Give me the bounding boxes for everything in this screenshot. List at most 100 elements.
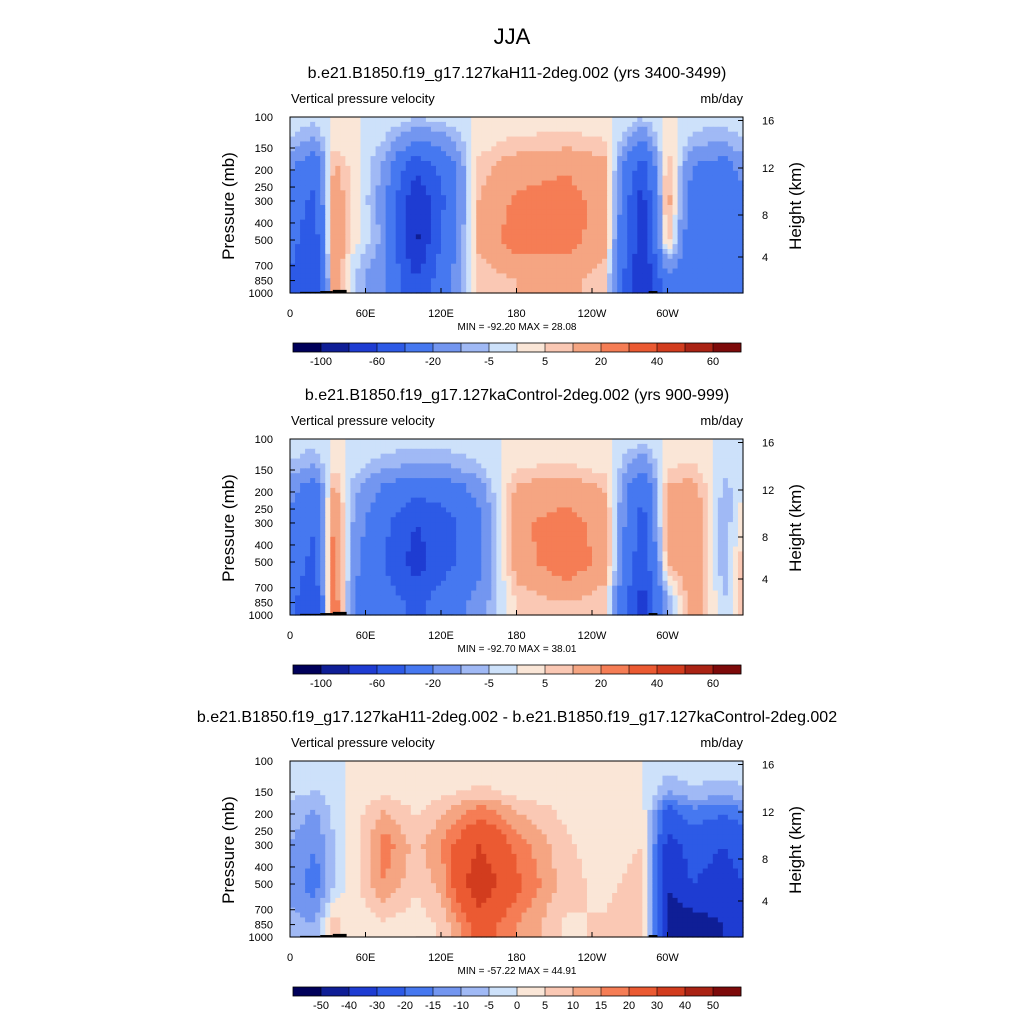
field-cell [385, 468, 392, 474]
field-cell [637, 492, 643, 499]
field-cell [481, 268, 487, 275]
field-cell [602, 234, 608, 240]
field-cell [471, 136, 477, 143]
field-cell [692, 136, 699, 143]
field-cell [496, 497, 502, 504]
field-cell [400, 502, 407, 509]
field-cell [375, 258, 382, 265]
field-cell [546, 117, 553, 123]
field-cell [325, 439, 331, 445]
field-cell [652, 492, 659, 499]
field-cell [667, 487, 674, 494]
field-cell [320, 219, 326, 226]
field-cell [602, 121, 608, 128]
field-cell [727, 478, 734, 484]
field-cell [501, 249, 508, 255]
field-cell [380, 117, 387, 123]
field-cell [350, 214, 357, 221]
field-cell [727, 278, 734, 284]
field-cell [415, 121, 422, 128]
field-cell [617, 190, 623, 196]
field-cell [617, 234, 623, 240]
field-cell [727, 244, 734, 250]
field-cell [300, 190, 306, 196]
field-cell [325, 249, 331, 255]
field-cell [501, 483, 508, 489]
field-cell [496, 478, 502, 484]
field-cell [300, 209, 306, 216]
field-cell [461, 448, 467, 455]
field-cell [647, 483, 653, 489]
field-cell [586, 439, 593, 445]
field-cell [375, 483, 382, 489]
field-cell [370, 249, 377, 255]
field-cell [597, 458, 603, 465]
field-cell [526, 483, 533, 489]
field-cell [732, 136, 739, 143]
field-cell [592, 126, 598, 133]
field-cell [576, 249, 583, 255]
field-cell [561, 180, 568, 187]
field-cell [707, 156, 714, 162]
field-cell [380, 448, 387, 455]
field-cell [732, 244, 739, 250]
field-cell [586, 512, 593, 518]
field-cell [622, 258, 628, 265]
field-cell [325, 278, 331, 284]
field-cell [451, 126, 457, 133]
field-cell [627, 219, 633, 226]
field-cell [642, 170, 648, 177]
field-cell [632, 468, 638, 474]
field-cell [456, 439, 462, 445]
field-cell [300, 253, 306, 260]
field-cell [335, 214, 341, 221]
field-cell [441, 156, 447, 162]
field-cell [491, 117, 497, 123]
field-cell [456, 492, 462, 499]
field-cell [556, 121, 563, 128]
field-cell [295, 492, 301, 499]
panel-1: b.e21.B1850.f19_g17.127kaH11-2deg.002 (y… [219, 65, 805, 368]
field-cell [551, 263, 558, 270]
field-cell [632, 288, 638, 294]
field-cell [481, 224, 487, 231]
field-cell [335, 156, 341, 162]
field-cell [420, 244, 427, 250]
field-cell [727, 483, 734, 489]
field-cell [737, 487, 744, 494]
field-cell [657, 443, 664, 450]
field-cell [576, 512, 583, 518]
field-cell [456, 522, 462, 528]
field-cell [551, 209, 558, 216]
field-cell [385, 151, 392, 157]
field-cell [602, 205, 608, 211]
field-cell [345, 205, 351, 211]
field-cell [315, 478, 321, 484]
field-cell [435, 483, 442, 489]
field-cell [702, 165, 709, 172]
field-cell [576, 487, 583, 494]
field-cell [415, 175, 422, 182]
field-cell [385, 244, 392, 250]
field-cell [400, 165, 407, 172]
field-cell [360, 268, 367, 275]
field-cell [612, 258, 618, 265]
colorbar-swatch [349, 343, 378, 352]
field-cell [380, 473, 387, 479]
field-cell [622, 121, 628, 128]
field-cell [652, 180, 659, 187]
field-cell [355, 463, 362, 469]
field-cell [415, 522, 422, 528]
field-cell [622, 229, 628, 235]
field-cell [536, 439, 543, 445]
field-cell [531, 219, 538, 226]
field-cell [516, 443, 523, 450]
field-cell [581, 156, 588, 162]
field-cell [501, 185, 508, 191]
field-cell [541, 205, 548, 211]
field-cell [370, 200, 377, 206]
x-tick-label: 60E [356, 308, 376, 320]
field-cell [340, 229, 346, 235]
field-cell [622, 239, 628, 245]
field-cell [677, 161, 684, 167]
